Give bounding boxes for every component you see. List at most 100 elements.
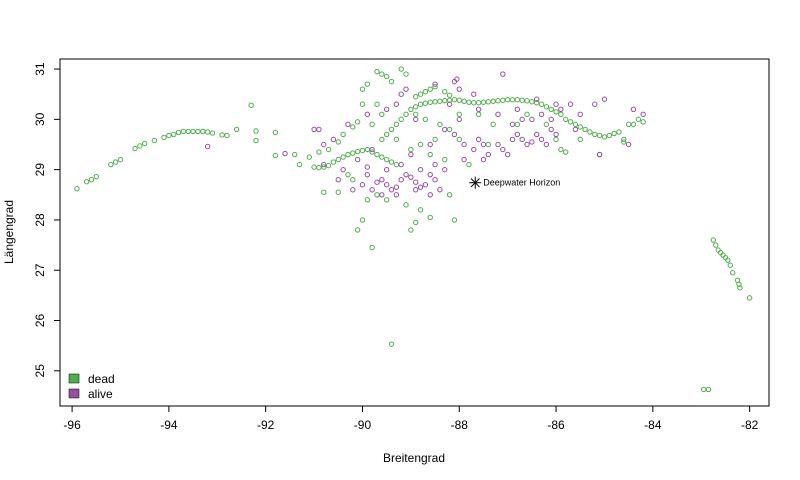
- point-alive: [553, 131, 559, 138]
- point-dead: [427, 86, 433, 92]
- point-dead: [543, 121, 550, 128]
- x-tick-label: -90: [354, 418, 372, 432]
- point-dead: [451, 97, 458, 103]
- point-alive: [354, 156, 361, 163]
- point-dead: [413, 94, 419, 100]
- point-alive: [359, 182, 366, 188]
- point-alive: [461, 141, 467, 148]
- point-dead: [112, 159, 119, 165]
- point-alive: [316, 126, 322, 133]
- point-alive: [403, 86, 409, 92]
- point-alive: [388, 187, 395, 193]
- point-dead: [417, 207, 424, 213]
- point-dead: [417, 91, 424, 97]
- point-dead: [171, 131, 177, 138]
- point-dead: [422, 88, 429, 95]
- point-dead: [413, 111, 419, 118]
- x-tick-label: -82: [741, 418, 759, 432]
- point-dead: [621, 136, 627, 143]
- point-alive: [538, 111, 545, 118]
- point-dead: [413, 104, 419, 110]
- point-dead: [427, 214, 433, 221]
- point-dead: [253, 137, 259, 144]
- point-alive: [592, 101, 598, 107]
- point-dead: [204, 129, 211, 135]
- point-dead: [369, 149, 375, 155]
- point-dead: [354, 227, 361, 233]
- deepwater-horizon-label: Deepwater Horizon: [483, 178, 560, 188]
- point-dead: [621, 139, 627, 145]
- point-alive: [446, 101, 453, 107]
- y-axis: 25 26 27 28 29 30 31: [33, 62, 61, 378]
- legend-label-alive: alive: [88, 387, 113, 401]
- point-alive: [456, 116, 462, 123]
- point-alive: [471, 146, 477, 153]
- point-alive: [350, 187, 356, 193]
- point-alive: [437, 187, 443, 193]
- point-alive: [335, 176, 341, 183]
- point-dead: [364, 81, 371, 87]
- point-dead: [422, 100, 429, 106]
- point-dead: [514, 97, 521, 103]
- point-dead: [442, 98, 448, 104]
- point-dead: [374, 151, 380, 158]
- point-dead: [700, 386, 707, 393]
- point-dead: [296, 161, 303, 168]
- point-dead: [563, 149, 569, 155]
- point-dead: [524, 98, 530, 104]
- point-dead: [403, 202, 409, 208]
- point-alive: [413, 116, 419, 123]
- x-axis: -96 -94 -92 -90 -88 -86 -84 -82: [63, 405, 759, 432]
- point-dead: [640, 119, 646, 125]
- legend-swatch-alive: [68, 388, 80, 399]
- point-dead: [417, 141, 424, 148]
- x-tick-label: -94: [160, 418, 178, 432]
- point-dead: [388, 126, 395, 133]
- point-dead: [461, 98, 467, 104]
- point-alive: [451, 78, 458, 85]
- point-alive: [403, 171, 409, 178]
- y-tick-label: 31: [33, 62, 47, 76]
- point-alive: [427, 141, 433, 148]
- point-dead: [475, 111, 482, 118]
- point-alive: [514, 106, 521, 112]
- point-dead: [606, 132, 612, 139]
- point-dead: [432, 83, 438, 90]
- point-alive: [364, 171, 371, 178]
- point-dead: [730, 270, 736, 276]
- point-dead: [514, 121, 521, 128]
- point-alive: [625, 141, 632, 148]
- point-alive: [408, 151, 414, 158]
- point-alive: [383, 166, 390, 173]
- point-dead: [325, 146, 332, 153]
- point-dead: [83, 179, 90, 185]
- point-alive: [500, 71, 506, 77]
- point-dead: [108, 161, 114, 168]
- point-dead: [451, 217, 458, 223]
- point-dead: [151, 137, 158, 144]
- point-dead: [558, 146, 564, 153]
- point-alive: [282, 150, 288, 157]
- point-dead: [306, 154, 312, 160]
- point-dead: [161, 134, 167, 141]
- point-alive: [330, 136, 337, 143]
- point-dead: [500, 97, 506, 103]
- point-dead: [272, 129, 279, 136]
- point-dead: [185, 128, 191, 135]
- y-tick-label: 25: [33, 364, 47, 378]
- point-dead: [490, 121, 496, 128]
- point-dead: [713, 242, 719, 248]
- point-alive: [567, 101, 574, 107]
- point-alive: [495, 141, 501, 148]
- point-alive: [533, 96, 540, 102]
- point-alive: [630, 106, 637, 112]
- point-alive: [311, 126, 317, 133]
- point-alive: [427, 192, 433, 198]
- point-dead: [466, 161, 472, 168]
- point-dead: [427, 151, 433, 158]
- x-axis-title: Breitengrad: [383, 451, 445, 465]
- point-dead: [350, 176, 356, 183]
- points-layer: [74, 66, 753, 393]
- point-dead: [538, 101, 545, 107]
- point-dead: [393, 161, 400, 168]
